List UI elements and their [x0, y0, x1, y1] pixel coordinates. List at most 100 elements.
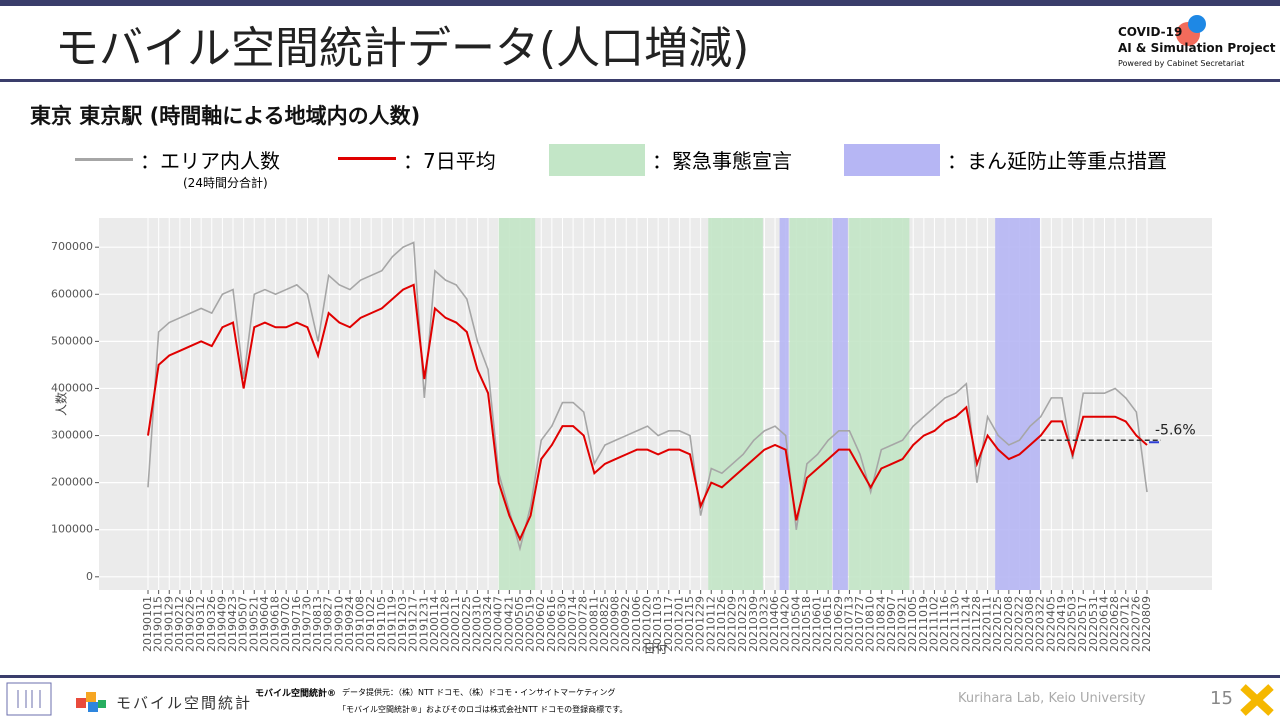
- x-tick-label: 20200505: [513, 596, 526, 652]
- page-number: 15: [1210, 688, 1233, 709]
- x-tick-label: 20190312: [194, 596, 207, 652]
- x-tick-label: 20190716: [290, 596, 303, 652]
- x-tick-label: 20220531: [1087, 596, 1100, 652]
- x-tick-label: 20200728: [577, 596, 590, 652]
- x-tick-label: 20220614: [1097, 596, 1110, 652]
- x-tick-label: 20210323: [757, 596, 770, 652]
- x-tick-label: 20191008: [354, 596, 367, 652]
- x-tick-label: 20191203: [396, 596, 409, 652]
- shaded-period: [498, 218, 536, 590]
- x-tick-label: 20201020: [641, 596, 654, 652]
- shaded-period: [832, 218, 848, 590]
- x-tick-label: 20220517: [1076, 596, 1089, 652]
- x-tick-label: 20211102: [927, 596, 940, 652]
- x-tick-label: 20201215: [683, 596, 696, 652]
- logo-text: COVID-19: [1118, 25, 1183, 39]
- logo-icon: [1176, 15, 1206, 46]
- x-tick-label: 20200519: [524, 596, 537, 652]
- x-tick-label: 20190827: [322, 596, 335, 652]
- lab-logo: [6, 682, 52, 716]
- x-tick-label: 20211228: [970, 596, 983, 652]
- x-tick-label: 20220503: [1066, 596, 1079, 652]
- x-tick-label: 20210223: [736, 596, 749, 652]
- x-tick-label: 20220125: [991, 596, 1004, 652]
- x-tick-label: 20210921: [896, 596, 909, 652]
- footer-brand: モバイル空間統計®: [255, 689, 337, 699]
- legend-label: ：緊急事態宣言: [652, 149, 792, 173]
- footer-source: データ提供元：（株）NTT ドコモ、（株）ドコモ・インサイトマーケティング: [342, 688, 616, 697]
- series-line: [147, 283, 1148, 542]
- x-tick-label: 20210629: [832, 596, 845, 652]
- x-tick-label: 20191022: [364, 596, 377, 652]
- x-tick-label: 20190115: [152, 596, 165, 652]
- x-tick-label: 20201201: [672, 596, 685, 652]
- x-tick-label: 20201103: [651, 596, 664, 652]
- x-tick-label: 20200811: [587, 596, 600, 652]
- x-tick-label: 20210810: [864, 596, 877, 652]
- mobile-logo-icon: [76, 692, 106, 712]
- x-tick-label: 20211005: [906, 596, 919, 652]
- x-tick-label: 20190129: [162, 596, 175, 652]
- legend-note: (24時間分合計): [183, 176, 268, 190]
- x-tick-label: 20211214: [959, 596, 972, 652]
- legend-swatch: [549, 144, 645, 176]
- x-tick-label: 20210309: [747, 596, 760, 652]
- x-tick-label: 20220628: [1108, 596, 1121, 652]
- x-tick-label: 20220308: [1023, 596, 1036, 652]
- logo-text: AI & Simulation Project: [1118, 41, 1276, 55]
- annotation: -5.6%: [1155, 422, 1196, 438]
- x-tick-label: 20200310: [470, 596, 483, 652]
- x-tick-label: 20220322: [1034, 596, 1047, 652]
- x-tick-label: 20190702: [279, 596, 292, 652]
- x-tick-label: 20190910: [332, 596, 345, 652]
- x-tick-label: 20190326: [205, 596, 218, 652]
- y-tick-label: 0: [86, 570, 93, 583]
- x-tick-label: 20211116: [938, 596, 951, 652]
- x-tick-label: 20190212: [173, 596, 186, 652]
- title: モバイル空間統計データ(人口増減): [55, 23, 750, 74]
- y-tick-label: 600000: [51, 287, 93, 300]
- x-tick-label: 20220208: [1002, 596, 1015, 652]
- x-tick-label: 20190618: [269, 596, 282, 652]
- x-tick-label: 20210126: [715, 596, 728, 652]
- x-tick-label: 20190730: [300, 596, 313, 652]
- legend-swatch: [844, 144, 940, 176]
- x-tick-label: 20190604: [258, 596, 271, 652]
- x-tick-label: 20210112: [704, 596, 717, 652]
- x-tick-label: 20220222: [1012, 596, 1025, 652]
- x-tick-label: 20200114: [428, 596, 441, 652]
- x-tick-label: 20220809: [1140, 596, 1153, 652]
- subtitle: 東京 東京駅 (時間軸による地域内の人数): [30, 104, 421, 128]
- y-axis-label: 人数: [54, 392, 69, 416]
- x-tick-label: 20191105: [375, 596, 388, 652]
- x-tick-label: 20210406: [768, 596, 781, 652]
- x-tick-label: 20190226: [184, 596, 197, 652]
- x-tick-label: 20211130: [949, 596, 962, 652]
- legend-swatch: [75, 158, 133, 161]
- x-tick-label: 20200211: [449, 596, 462, 652]
- legend-label: ：エリア内人数: [140, 149, 280, 173]
- x-tick-label: 20190521: [247, 596, 260, 652]
- legend-swatch: [338, 157, 396, 160]
- x-tick-label: 20190423: [226, 596, 239, 652]
- x-tick-label: 20190813: [311, 596, 324, 652]
- top-bar: [0, 0, 1280, 6]
- x-tick-label: 20200128: [439, 596, 452, 652]
- x-tick-label: 20200602: [534, 596, 547, 652]
- x-tick-label: 20200825: [598, 596, 611, 652]
- series-line: [147, 241, 1148, 552]
- legend-label: ：7日平均: [403, 149, 496, 173]
- mobile-logo-text: モバイル空間統計: [116, 694, 253, 712]
- x-tick-label: 20220419: [1055, 596, 1068, 652]
- x-tick-label: 20201006: [630, 596, 643, 652]
- y-tick-label: 500000: [51, 334, 93, 347]
- logo-text: Powered by Cabinet Secretariat: [1118, 59, 1245, 68]
- x-tick-label: 20191231: [417, 596, 430, 652]
- x-tick-label: 20210907: [885, 596, 898, 652]
- x-tick-label: 20210824: [874, 596, 887, 652]
- shaded-period: [779, 218, 789, 590]
- x-tick-label: 20210420: [779, 596, 792, 652]
- x-tick-label: 20220726: [1129, 596, 1142, 652]
- x-tick-label: 20211019: [917, 596, 930, 652]
